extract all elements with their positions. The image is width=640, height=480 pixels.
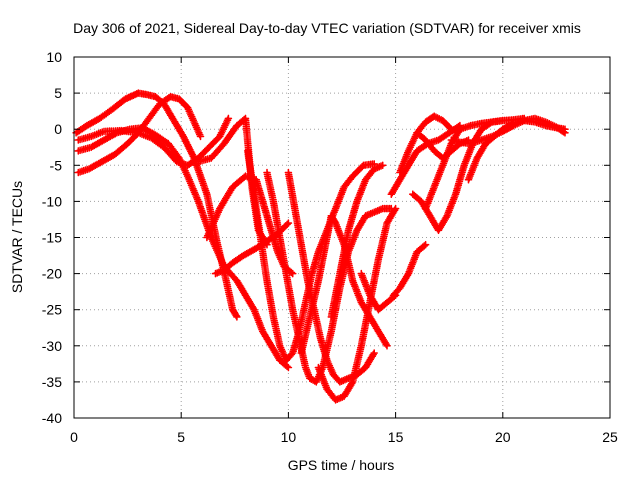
series-sat-c (74, 92, 205, 177)
x-tick-label: 25 (602, 429, 618, 445)
series-sat-n (357, 269, 400, 314)
chart-title: Day 306 of 2021, Sidereal Day-to-day VTE… (73, 20, 581, 36)
data-points-sat-n (357, 269, 400, 314)
y-tick-label: -35 (42, 374, 62, 390)
series-sat-i (263, 168, 396, 386)
y-tick-label: -30 (42, 338, 62, 354)
y-tick-label: 5 (54, 85, 62, 101)
data-points-sat-i (263, 168, 396, 386)
y-tick-label: -40 (42, 410, 62, 426)
y-axis-label: SDTVAR / TECUs (9, 181, 25, 293)
series-sat-k (297, 212, 391, 357)
data-points-sat-d (74, 114, 233, 170)
data-points-sat-m (327, 161, 387, 321)
series-layer (72, 89, 569, 404)
data-points-sat-c (74, 92, 205, 177)
y-tick-label: -10 (42, 193, 62, 209)
y-tick-label: -25 (42, 302, 62, 318)
x-tick-label: 15 (388, 429, 404, 445)
data-points-sat-p (387, 121, 464, 198)
y-tick-label: 0 (54, 121, 62, 137)
axis-ticks: 0 5 10 15 20 25 10 5 0 -5 -10 -15 -20 -25 -30 -35 -40 (42, 49, 618, 445)
data-points-sat-v (447, 114, 569, 148)
series-sat-a (72, 89, 241, 321)
y-tick-label: 10 (46, 49, 62, 65)
data-points-sat-o (389, 240, 430, 300)
y-tick-label: -15 (42, 230, 62, 246)
x-axis-label: GPS time / hours (288, 457, 395, 473)
data-points-sat-l (314, 204, 400, 404)
x-tick-label: 0 (70, 429, 78, 445)
x-tick-label: 20 (495, 429, 511, 445)
data-points-sat-a (72, 89, 241, 321)
x-tick-label: 5 (177, 429, 185, 445)
y-tick-label: -5 (50, 157, 63, 173)
series-sat-m (327, 161, 387, 321)
series-sat-d (74, 114, 233, 170)
series-sat-v (447, 114, 569, 148)
series-sat-p (387, 121, 464, 198)
series-sat-l (314, 204, 400, 404)
series-sat-o (389, 240, 430, 300)
x-tick-label: 10 (281, 429, 297, 445)
y-tick-label: -20 (42, 266, 62, 282)
data-points-sat-k (297, 212, 391, 357)
